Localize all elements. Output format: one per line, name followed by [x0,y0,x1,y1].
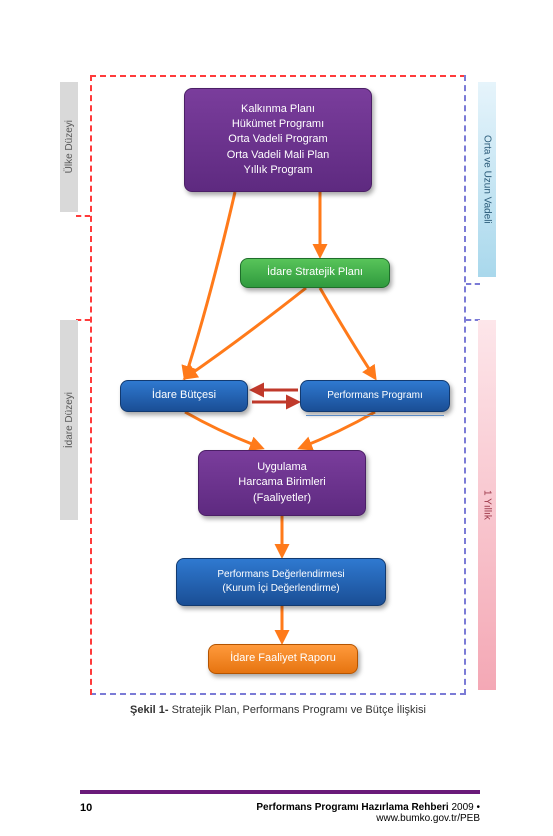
node-line: İdare Bütçesi [152,388,216,403]
node-line: (Kurum İçi Değerlendirme) [222,582,339,596]
sidebar-label: 1 Yıllık [482,490,493,520]
node-line: Performans Programı [327,389,423,403]
sidebar-label: İdare Düzeyi [64,392,75,448]
sidebar-label: Ülke Düzeyi [64,120,75,173]
figure-caption: Şekil 1- Stratejik Plan, Performans Prog… [90,704,466,716]
frame-top [90,75,466,77]
frame-bottom [90,693,466,695]
node-idare-stratejik: İdare Stratejik Planı [240,258,390,288]
page: Ülke Düzeyi İdare Düzeyi Orta ve Uzun Va… [0,0,553,836]
node-line: Orta Vadeli Program [228,132,327,147]
node-line: Kalkınma Planı [241,102,315,117]
page-number: 10 [80,802,92,814]
sidebar-left-ulke: Ülke Düzeyi [60,82,78,212]
frame-right-tick [466,283,480,285]
frame-left-tick [76,319,90,321]
node-performans-degerlendirmesi: Performans Değerlendirmesi(Kurum İçi Değ… [176,558,386,606]
sidebar-right-orta: Orta ve Uzun Vadeli [478,82,496,277]
sidebar-right-yillik: 1 Yıllık [478,320,496,690]
footer-text: Performans Programı Hazırlama Rehberi 20… [200,802,480,824]
sidebar-label: Orta ve Uzun Vadeli [482,135,493,224]
footer-title: Performans Programı Hazırlama Rehberi [256,802,448,813]
node-line: (Faaliyetler) [253,491,311,506]
node-line: İdare Stratejik Planı [267,265,363,280]
caption-bold: Şekil 1- [130,704,169,716]
node-line: Harcama Birimleri [238,475,325,490]
frame-left-tick [76,215,90,217]
node-line: Performans Değerlendirmesi [217,568,344,582]
node-underline [306,415,444,416]
node-line: Orta Vadeli Mali Plan [227,148,330,163]
node-idare-butcesi: İdare Bütçesi [120,380,248,412]
node-idare-faaliyet-raporu: İdare Faaliyet Raporu [208,644,358,674]
footer-bar [80,790,480,794]
node-kalkinma-plani: Kalkınma PlanıHükümet ProgramıOrta Vadel… [184,88,372,192]
frame-right [464,75,466,695]
node-line: Uygulama [257,460,307,475]
frame-left [90,75,92,695]
node-performans-programi: Performans Programı [300,380,450,412]
node-line: Yıllık Program [243,163,312,178]
node-line: Hükümet Programı [232,117,324,132]
caption-text: Stratejik Plan, Performans Programı ve B… [169,704,426,716]
node-line: İdare Faaliyet Raporu [230,651,336,666]
sidebar-left-idare: İdare Düzeyi [60,320,78,520]
node-uygulama: UygulamaHarcama Birimleri(Faaliyetler) [198,450,366,516]
